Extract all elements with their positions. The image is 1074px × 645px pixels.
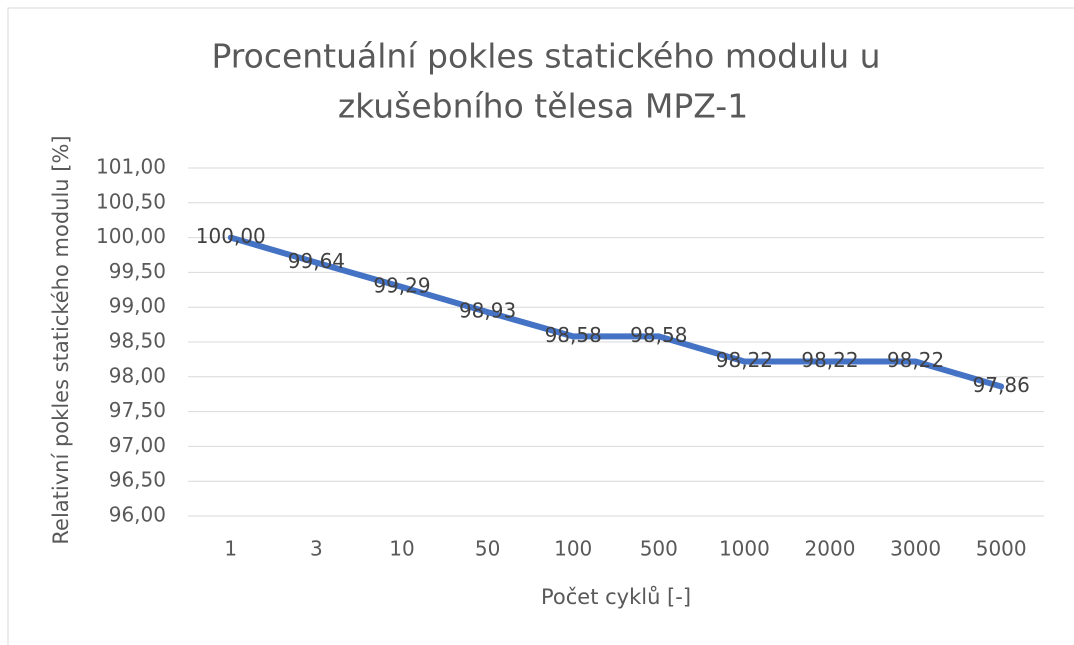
data-label: 98,22 bbox=[887, 348, 944, 372]
y-tick-label: 98,50 bbox=[109, 329, 166, 353]
chart-border bbox=[7, 7, 1074, 645]
y-tick-label: 96,50 bbox=[109, 468, 166, 492]
y-tick-label: 99,50 bbox=[109, 259, 166, 283]
data-label: 98,58 bbox=[630, 323, 687, 347]
y-tick-label: 97,50 bbox=[109, 398, 166, 422]
x-tick-label: 100 bbox=[554, 537, 592, 561]
x-tick-label: 50 bbox=[475, 537, 500, 561]
y-tick-label: 100,00 bbox=[96, 224, 166, 248]
data-label: 100,00 bbox=[196, 224, 266, 248]
data-label: 98,22 bbox=[801, 348, 858, 372]
chart-title: zkušebního tělesa MPZ-1 bbox=[338, 87, 748, 126]
y-tick-label: 97,00 bbox=[109, 433, 166, 457]
y-tick-label: 98,00 bbox=[109, 363, 166, 387]
data-label: 98,22 bbox=[716, 348, 773, 372]
data-label: 97,86 bbox=[973, 373, 1030, 397]
data-label: 99,64 bbox=[288, 249, 345, 273]
data-label: 98,93 bbox=[459, 299, 516, 323]
data-label: 99,29 bbox=[373, 274, 430, 298]
x-tick-label: 3000 bbox=[890, 537, 941, 561]
data-label: 98,58 bbox=[545, 323, 602, 347]
y-axis-title: Relativní pokles statického modulu [%] bbox=[49, 135, 73, 544]
x-tick-label: 10 bbox=[389, 537, 414, 561]
x-tick-label: 2000 bbox=[805, 537, 856, 561]
chart-title: Procentuální pokles statického modulu u bbox=[211, 37, 880, 76]
x-tick-label: 500 bbox=[640, 537, 678, 561]
data-line bbox=[227, 234, 1005, 390]
x-tick-label: 3 bbox=[310, 537, 323, 561]
y-tick-label: 99,00 bbox=[109, 294, 166, 318]
x-axis-title: Počet cyklů [-] bbox=[541, 585, 691, 609]
y-tick-label: 96,00 bbox=[109, 503, 166, 527]
x-tick-label: 1000 bbox=[719, 537, 770, 561]
y-tick-label: 101,00 bbox=[96, 155, 166, 179]
x-tick-label: 5000 bbox=[976, 537, 1027, 561]
x-tick-label: 1 bbox=[224, 537, 237, 561]
y-tick-label: 100,50 bbox=[96, 189, 166, 213]
